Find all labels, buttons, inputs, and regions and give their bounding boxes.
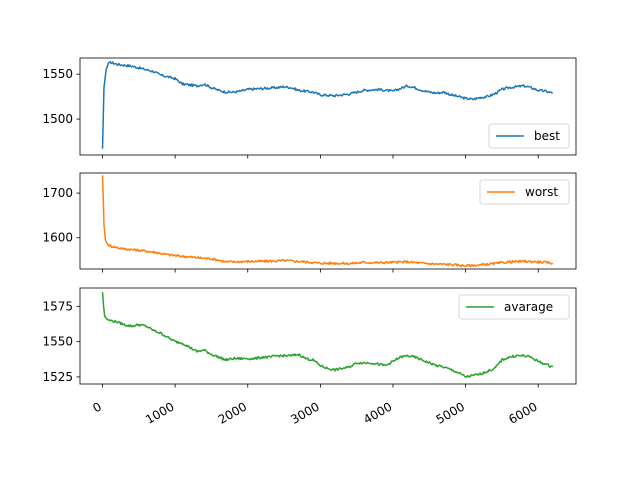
legend-box [488,123,570,149]
y-tick-label: 1500 [42,112,73,126]
legend-label: worst [525,185,558,199]
legend-box [458,294,570,320]
y-tick-label: 1525 [42,370,73,384]
x-tick-label: 6000 [506,399,539,426]
legend: worst [479,179,570,205]
x-tick-label: 0 [90,399,104,415]
axes-frame [79,172,577,270]
x-tick-label: 4000 [361,399,394,426]
x-tick-label: 1000 [143,399,176,426]
x-tick-label: 2000 [216,399,249,426]
legend-box [479,179,570,205]
subplot-2: 1600 1700 worst [42,172,577,273]
subplot-1: 1500 1550 best [42,57,577,159]
subplot-3: 1525 1550 1575 0 1000 2000 3000 4000 5000 6000 ava… [42,287,577,427]
y-tick-label: 1700 [42,186,73,200]
series-line-worst [101,175,554,268]
legend-label: best [534,129,560,143]
y-tick-label: 1550 [42,335,73,349]
x-tick-label: 3000 [288,399,321,426]
y-tick-label: 1600 [42,231,73,245]
axes-frame [79,57,577,156]
legend-label: avarage [504,300,553,314]
series-line-avarage [101,292,554,378]
legend: avarage [458,294,570,320]
series-line-best [101,61,553,149]
axes-frame [79,287,577,385]
y-tick-label: 1575 [42,299,73,313]
x-tick-label: 5000 [434,399,467,426]
legend: best [488,123,570,149]
y-tick-label: 1550 [42,67,73,81]
